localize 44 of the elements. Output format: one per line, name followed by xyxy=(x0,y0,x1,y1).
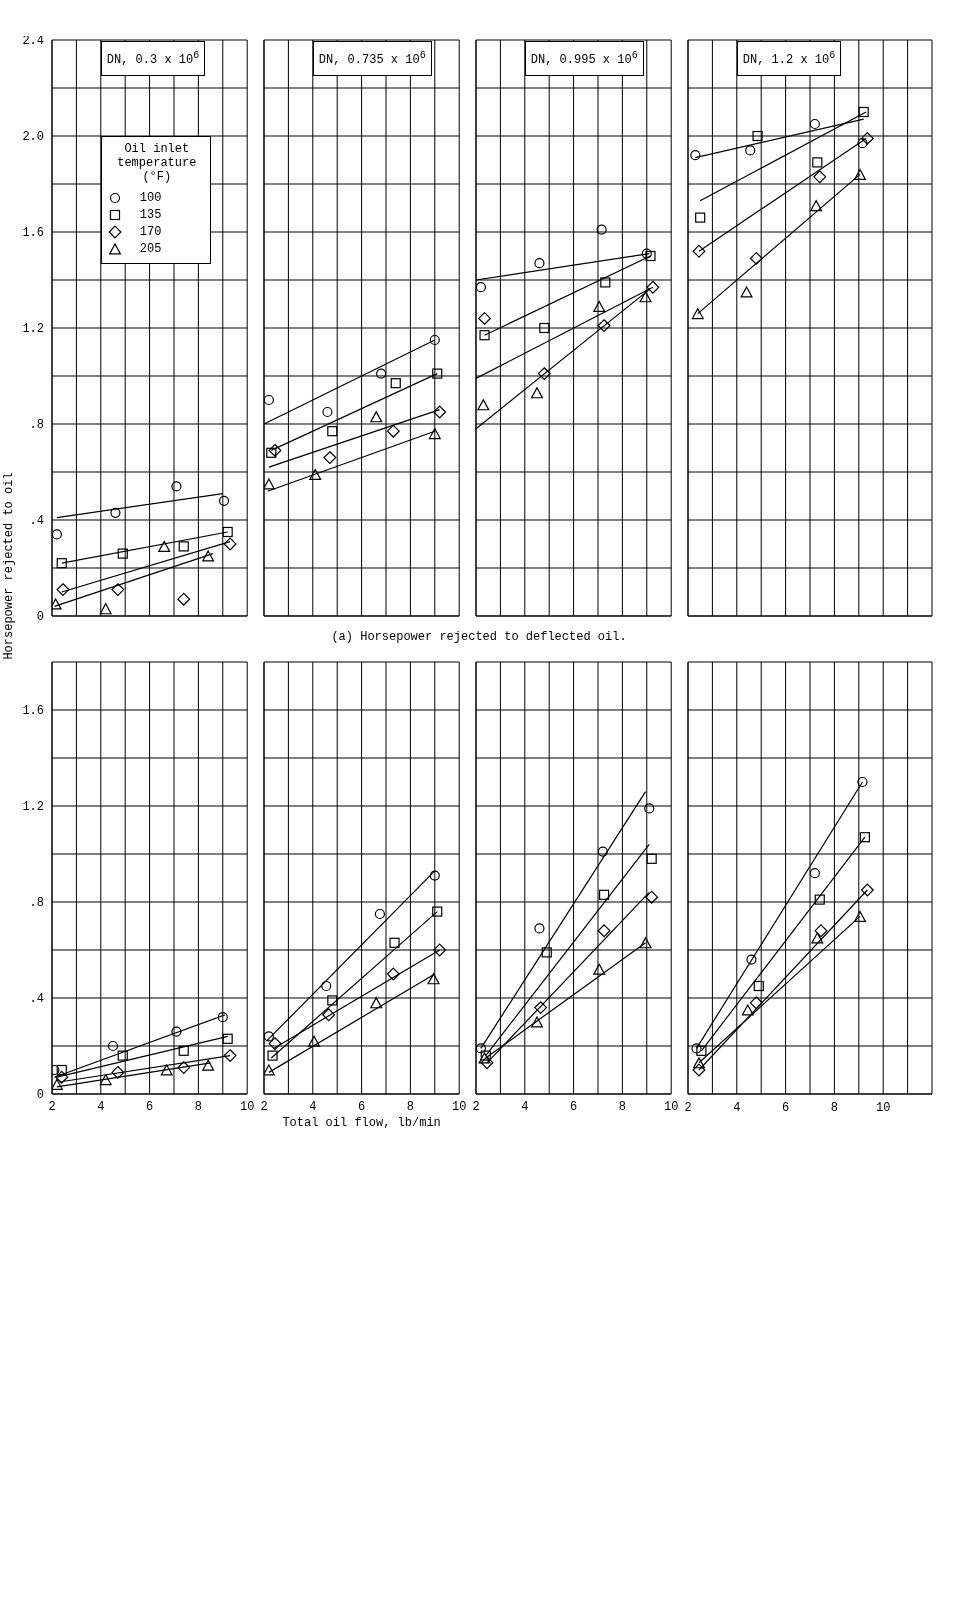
text: DN, 1.2 x 10$^{6}$ xyxy=(736,41,842,76)
x-tick-label: 8 xyxy=(618,1100,626,1115)
legend-label: 135 xyxy=(139,207,162,222)
y-tick-label: 1.6 xyxy=(22,704,44,719)
y-tick-label: 1.6 xyxy=(22,226,44,241)
x-axis-title: Total oil flow, lb/min xyxy=(281,1116,442,1130)
x-tick-label: 10 xyxy=(239,1100,255,1115)
x-tick-label: 6 xyxy=(782,1100,790,1115)
y-tick-label: 1.2 xyxy=(22,800,44,815)
x-tick-label: 6 xyxy=(357,1100,366,1115)
y-tick-label: .4 xyxy=(29,514,44,529)
x-tick-label: 2 xyxy=(260,1100,268,1115)
x-tick-label: 6 xyxy=(569,1100,578,1115)
y-tick-label: 2.4 xyxy=(22,34,44,49)
x-tick-label: 4 xyxy=(97,1100,105,1115)
legend-label: 205 xyxy=(139,241,162,256)
x-tick-label: 4 xyxy=(733,1100,741,1115)
text: (a) Horsepower rejected to deflected oil. xyxy=(331,630,627,644)
x-tick-label: 8 xyxy=(830,1100,838,1115)
x-tick-label: 8 xyxy=(406,1100,414,1115)
x-tick-label: 4 xyxy=(309,1100,317,1115)
legend-title: Oil inlet temperature (°F) xyxy=(116,142,198,184)
y-tick-label: 1.2 xyxy=(22,322,44,337)
x-tick-label: 2 xyxy=(684,1100,692,1115)
y-axis-title: Horsepower rejected to oil xyxy=(2,472,16,660)
x-tick-label: 2 xyxy=(472,1100,480,1115)
x-tick-label: 10 xyxy=(451,1100,467,1115)
legend-label: 100 xyxy=(139,190,162,205)
y-tick-label: .8 xyxy=(29,418,44,433)
y-tick-label: .4 xyxy=(29,992,44,1007)
x-tick-label: 8 xyxy=(194,1100,202,1115)
x-tick-label: 6 xyxy=(145,1100,154,1115)
y-tick-label: 0 xyxy=(36,610,44,625)
y-tick-label: 0 xyxy=(36,1088,44,1103)
x-tick-label: 10 xyxy=(663,1100,679,1115)
text: DN, 0.3 x 10$^{6}$ xyxy=(100,41,206,76)
text: DN, 0.995 x 10$^{6}$ xyxy=(524,41,644,76)
legend-label: 170 xyxy=(139,224,162,239)
y-tick-label: .8 xyxy=(29,896,44,911)
x-tick-label: 2 xyxy=(48,1100,56,1115)
text: DN, 0.735 x 10$^{6}$ xyxy=(312,41,432,76)
y-tick-label: 2.0 xyxy=(22,130,44,145)
x-tick-label: 4 xyxy=(521,1100,529,1115)
x-tick-label: 10 xyxy=(876,1100,891,1115)
